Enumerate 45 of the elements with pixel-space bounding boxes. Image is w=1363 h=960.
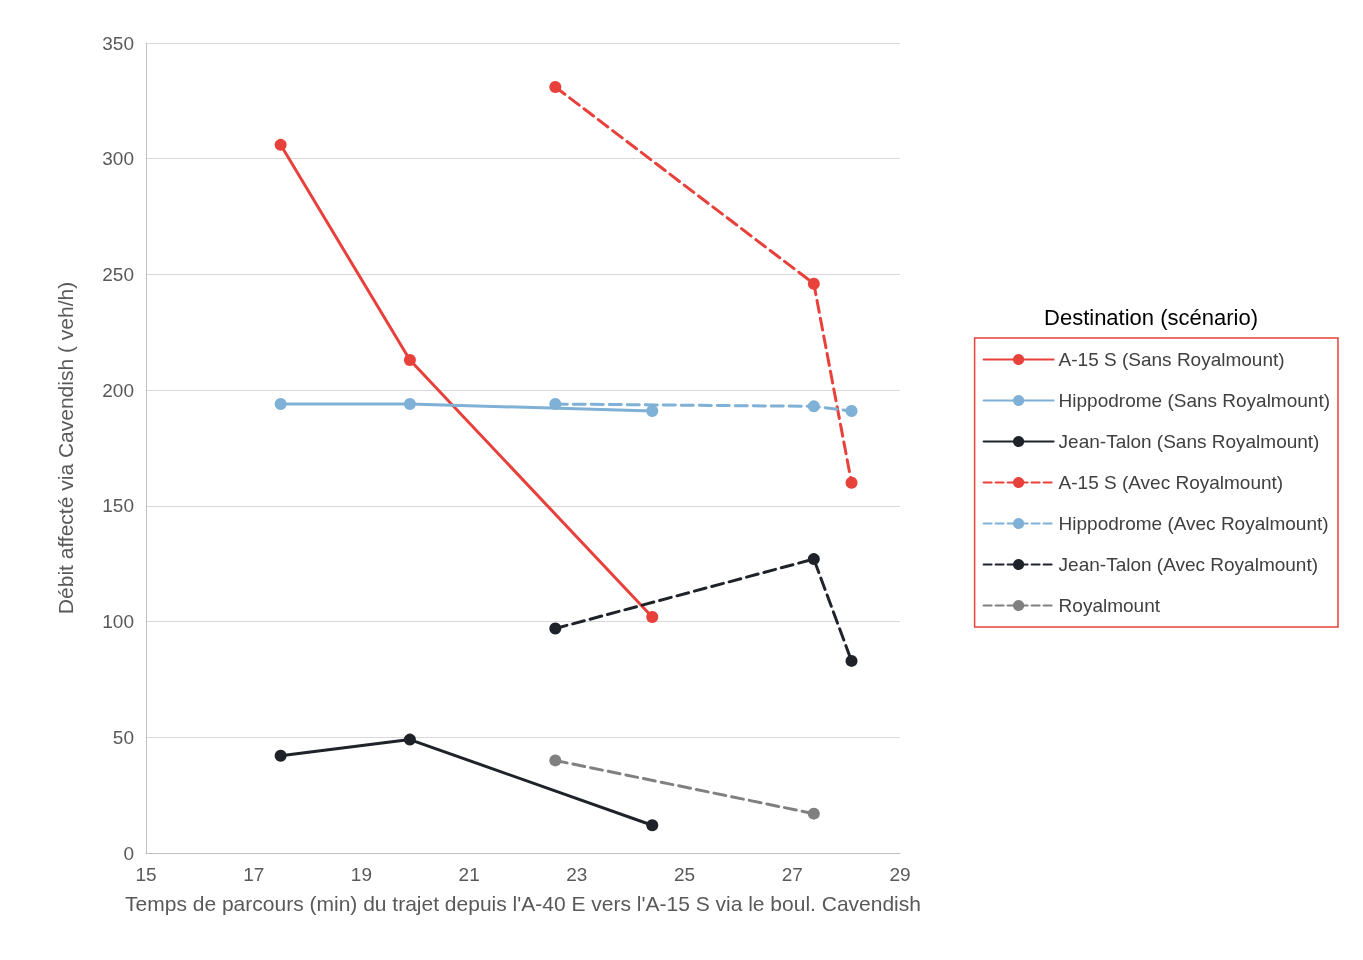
- y-tick-label: 50: [112, 726, 134, 748]
- legend-label: A-15 S (Sans Royalmount): [1058, 349, 1285, 370]
- point: [274, 398, 287, 411]
- point: [403, 398, 416, 411]
- x-tick-label: 27: [781, 864, 803, 885]
- legend-label: Hippodrome (Sans Royalmount): [1058, 390, 1331, 411]
- y-tick-label: 0: [123, 842, 134, 864]
- point: [845, 654, 858, 667]
- point: [403, 733, 416, 746]
- point: [549, 754, 562, 767]
- point: [549, 398, 562, 411]
- y-tick-label: 250: [102, 263, 134, 285]
- y-tick-label: 200: [102, 379, 134, 401]
- point: [403, 354, 416, 367]
- point: [807, 553, 820, 566]
- point: [646, 819, 659, 832]
- y-tick-label: 300: [102, 148, 134, 170]
- x-tick-label: 19: [350, 864, 372, 885]
- point: [274, 138, 287, 151]
- x-tick-label: 29: [889, 864, 911, 885]
- x-tick-label: 17: [243, 864, 265, 885]
- point: [549, 80, 562, 93]
- y-tick-label: 350: [102, 32, 134, 54]
- x-tick-label: 15: [135, 864, 157, 885]
- legend-label: Hippodrome (Avec Royalmount): [1058, 513, 1329, 534]
- legend-label: Royalmount: [1058, 595, 1161, 616]
- point: [845, 476, 858, 489]
- legend-title: Destination (scénario): [1044, 304, 1258, 330]
- legend-label: Jean-Talon (Avec Royalmount): [1058, 554, 1319, 575]
- y-tick-label: 100: [102, 611, 134, 633]
- x-axis-title: Temps de parcours (min) du trajet depuis l'A-40 E vers l'A-15 S via le boul. Cavendish: [125, 892, 921, 915]
- point: [549, 622, 562, 635]
- x-tick-label: 23: [566, 864, 588, 885]
- legend-label: Jean-Talon (Sans Royalmount): [1058, 431, 1320, 452]
- point: [807, 400, 820, 413]
- y-axis-title: Débit affecté via Cavendish ( veh/h): [54, 281, 77, 615]
- x-tick-label: 25: [674, 864, 696, 885]
- point: [274, 749, 287, 762]
- point: [646, 610, 659, 623]
- point: [807, 807, 820, 820]
- y-tick-label: 150: [102, 495, 134, 517]
- x-tick-label: 21: [458, 864, 480, 885]
- point: [845, 404, 858, 417]
- point: [807, 277, 820, 290]
- legend-label: A-15 S (Avec Royalmount): [1058, 472, 1284, 493]
